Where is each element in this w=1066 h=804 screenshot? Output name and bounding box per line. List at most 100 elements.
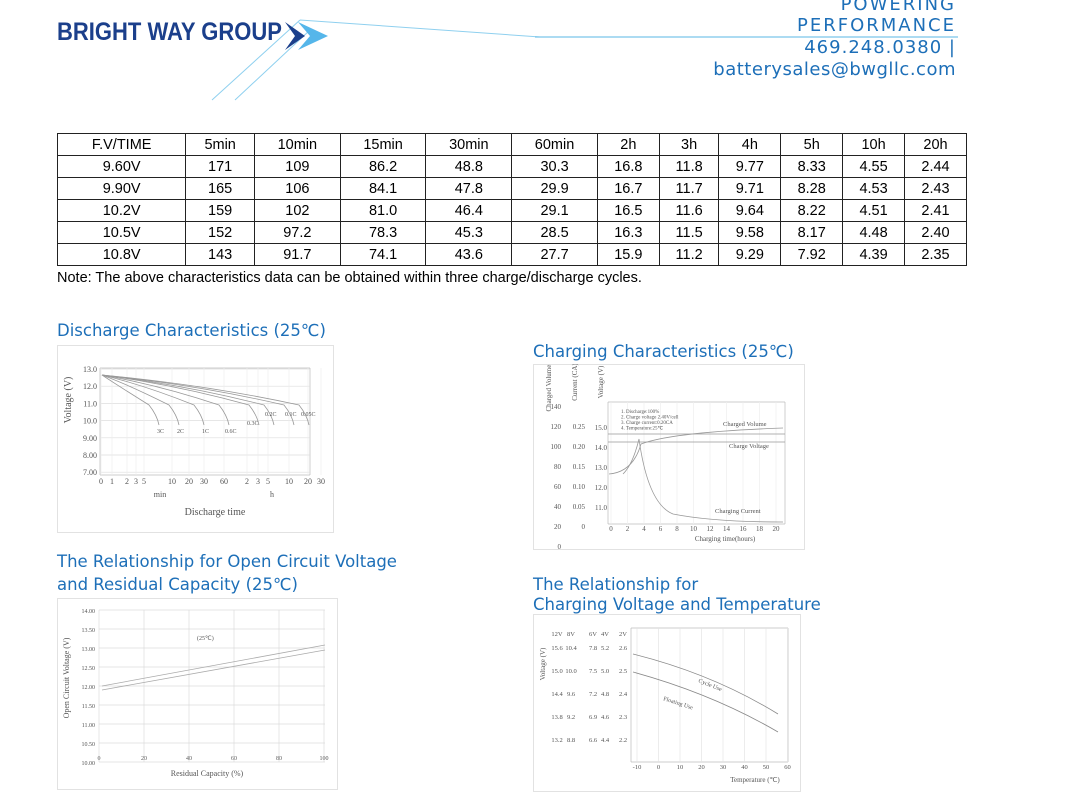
- y-tick-label: 60: [554, 483, 562, 491]
- x-tick-label: 2: [626, 525, 630, 533]
- y-tick-label: 10.00: [82, 761, 96, 767]
- table-cell: 4.55: [842, 155, 906, 178]
- spec-table: F.V/TIME 5min 10min 15min 30min 60min 2h 3h 4h 5h…: [56, 133, 967, 266]
- y-tick-label: 10.50: [82, 742, 96, 748]
- table-cell: 8.33: [780, 155, 844, 178]
- note: Note: The above characteristics data can…: [57, 270, 642, 286]
- x-tick-label: 3: [134, 477, 138, 486]
- table-cell: 97.2: [253, 221, 341, 244]
- table-cell: 9.64: [718, 199, 782, 222]
- table-row: 9.90V 165 106 84.1 47.8 29.9 16.7 11.7 9.71 8.28 4…: [56, 177, 967, 200]
- x-tick-label: 3: [256, 477, 260, 486]
- x-tick-label: 10: [677, 764, 684, 771]
- curve-label: Charged Volume: [723, 421, 767, 428]
- table-cell: 4.48: [842, 221, 906, 244]
- table-cell: 3h: [658, 133, 720, 156]
- row-value: 4.4: [601, 737, 610, 744]
- curve: [632, 671, 779, 733]
- y-tick-label: 20: [554, 523, 562, 531]
- x-tick-label: 40: [741, 764, 748, 771]
- table-row: 10.2V 159 102 81.0 46.4 29.1 16.5 11.6 9.64 8.22 4…: [56, 199, 967, 222]
- x-tick-label: 6: [659, 525, 663, 533]
- table-cell: 4.53: [842, 177, 906, 200]
- charging-chart: Charged Volume (%) Current (CA) Voltage (V…: [533, 364, 805, 550]
- curve: [101, 374, 310, 426]
- y-tick-label: 0.15: [573, 463, 586, 471]
- y-tick-label: 11.50: [82, 704, 95, 710]
- table-cell: 4.39: [842, 243, 906, 266]
- table-cell: 20h: [904, 133, 967, 156]
- row-value: 2.5: [619, 668, 627, 675]
- table-cell: 84.1: [339, 177, 427, 200]
- x-tick-label: 30: [317, 477, 325, 486]
- curve: [101, 374, 295, 426]
- chart-note: 1. Discharge:100%: [621, 410, 659, 415]
- row-value: 7.8: [589, 645, 597, 652]
- curve: [632, 653, 779, 715]
- table-cell: 10.2V: [56, 199, 187, 222]
- table-cell: 9.29: [718, 243, 782, 266]
- table-cell: 143: [185, 243, 255, 266]
- curve: [101, 374, 205, 426]
- table-cell: 15min: [339, 133, 427, 156]
- table-cell: 48.8: [425, 155, 513, 178]
- table-row: 10.8V 143 91.7 74.1 43.6 27.7 15.9 11.2 9.29 7.92…: [56, 243, 967, 266]
- table-cell: 8.22: [780, 199, 844, 222]
- x-unit: h: [270, 490, 274, 499]
- x-label: Charging time(hours): [695, 535, 756, 543]
- row-value: 10.4: [565, 645, 577, 652]
- table-cell: 45.3: [425, 221, 513, 244]
- email: batterysales@bwgllc.com: [713, 59, 956, 80]
- table-cell: 4.51: [842, 199, 906, 222]
- x-tick-label: 60: [220, 477, 228, 486]
- table-cell: 9.77: [718, 155, 782, 178]
- table-cell: 11.6: [658, 199, 720, 222]
- x-tick-label: 5: [142, 477, 146, 486]
- row-value: 8.8: [567, 737, 575, 744]
- x-tick-label: 30: [200, 477, 208, 486]
- row-value: 2.6: [619, 645, 628, 652]
- curve: [622, 438, 784, 523]
- curve: [101, 649, 326, 691]
- table-cell: 5h: [780, 133, 844, 156]
- axis-title: Voltage (V): [539, 647, 547, 680]
- x-label: Discharge time: [185, 507, 246, 518]
- y-tick-label: 13.0: [595, 464, 608, 472]
- table-cell: 2h: [596, 133, 660, 156]
- y-tick-label: 0.20: [573, 443, 586, 451]
- table-cell: 28.5: [511, 221, 598, 244]
- logo-graphics: [211, 19, 958, 101]
- x-tick-label: 20: [698, 764, 705, 771]
- row-value: 9.2: [567, 714, 575, 721]
- y-tick-label: 0.25: [573, 423, 586, 431]
- y-tick-label: 12.50: [82, 666, 96, 672]
- x-tick-label: 12: [707, 525, 715, 533]
- y-tick-label: 12.00: [82, 685, 96, 691]
- table-cell: 165: [185, 177, 255, 200]
- y-tick-label: 11.00: [82, 723, 95, 729]
- chart-note: 4. Temperature:25℃: [621, 426, 663, 432]
- axis-title: Voltage (V): [597, 365, 605, 398]
- table-cell: 171: [185, 155, 255, 178]
- y-tick-label: 13.50: [82, 628, 96, 634]
- row-value: 7.5: [589, 668, 597, 675]
- x-tick-label: 0: [609, 525, 613, 533]
- curve: [101, 644, 326, 687]
- table-cell: 47.8: [425, 177, 513, 200]
- table-cell: 9.58: [718, 221, 782, 244]
- y-tick-label: 13.00: [82, 647, 96, 653]
- table-cell: 11.2: [658, 243, 720, 266]
- table-cell: 10min: [253, 133, 341, 156]
- y-tick-label: 11.0: [83, 399, 97, 408]
- table-cell: 2.35: [904, 243, 967, 266]
- row-value: 7.2: [589, 691, 597, 698]
- table-cell: 91.7: [253, 243, 341, 266]
- table-cell: 15.9: [596, 243, 660, 266]
- y-tick-label: 12.0: [83, 382, 97, 391]
- x-tick-label: 0: [657, 764, 660, 771]
- table-cell: 74.1: [339, 243, 427, 266]
- curve: [101, 374, 260, 426]
- table-cell: 10h: [842, 133, 906, 156]
- axis-title: Current (CA): [571, 364, 579, 401]
- column-label: 6V: [589, 631, 597, 638]
